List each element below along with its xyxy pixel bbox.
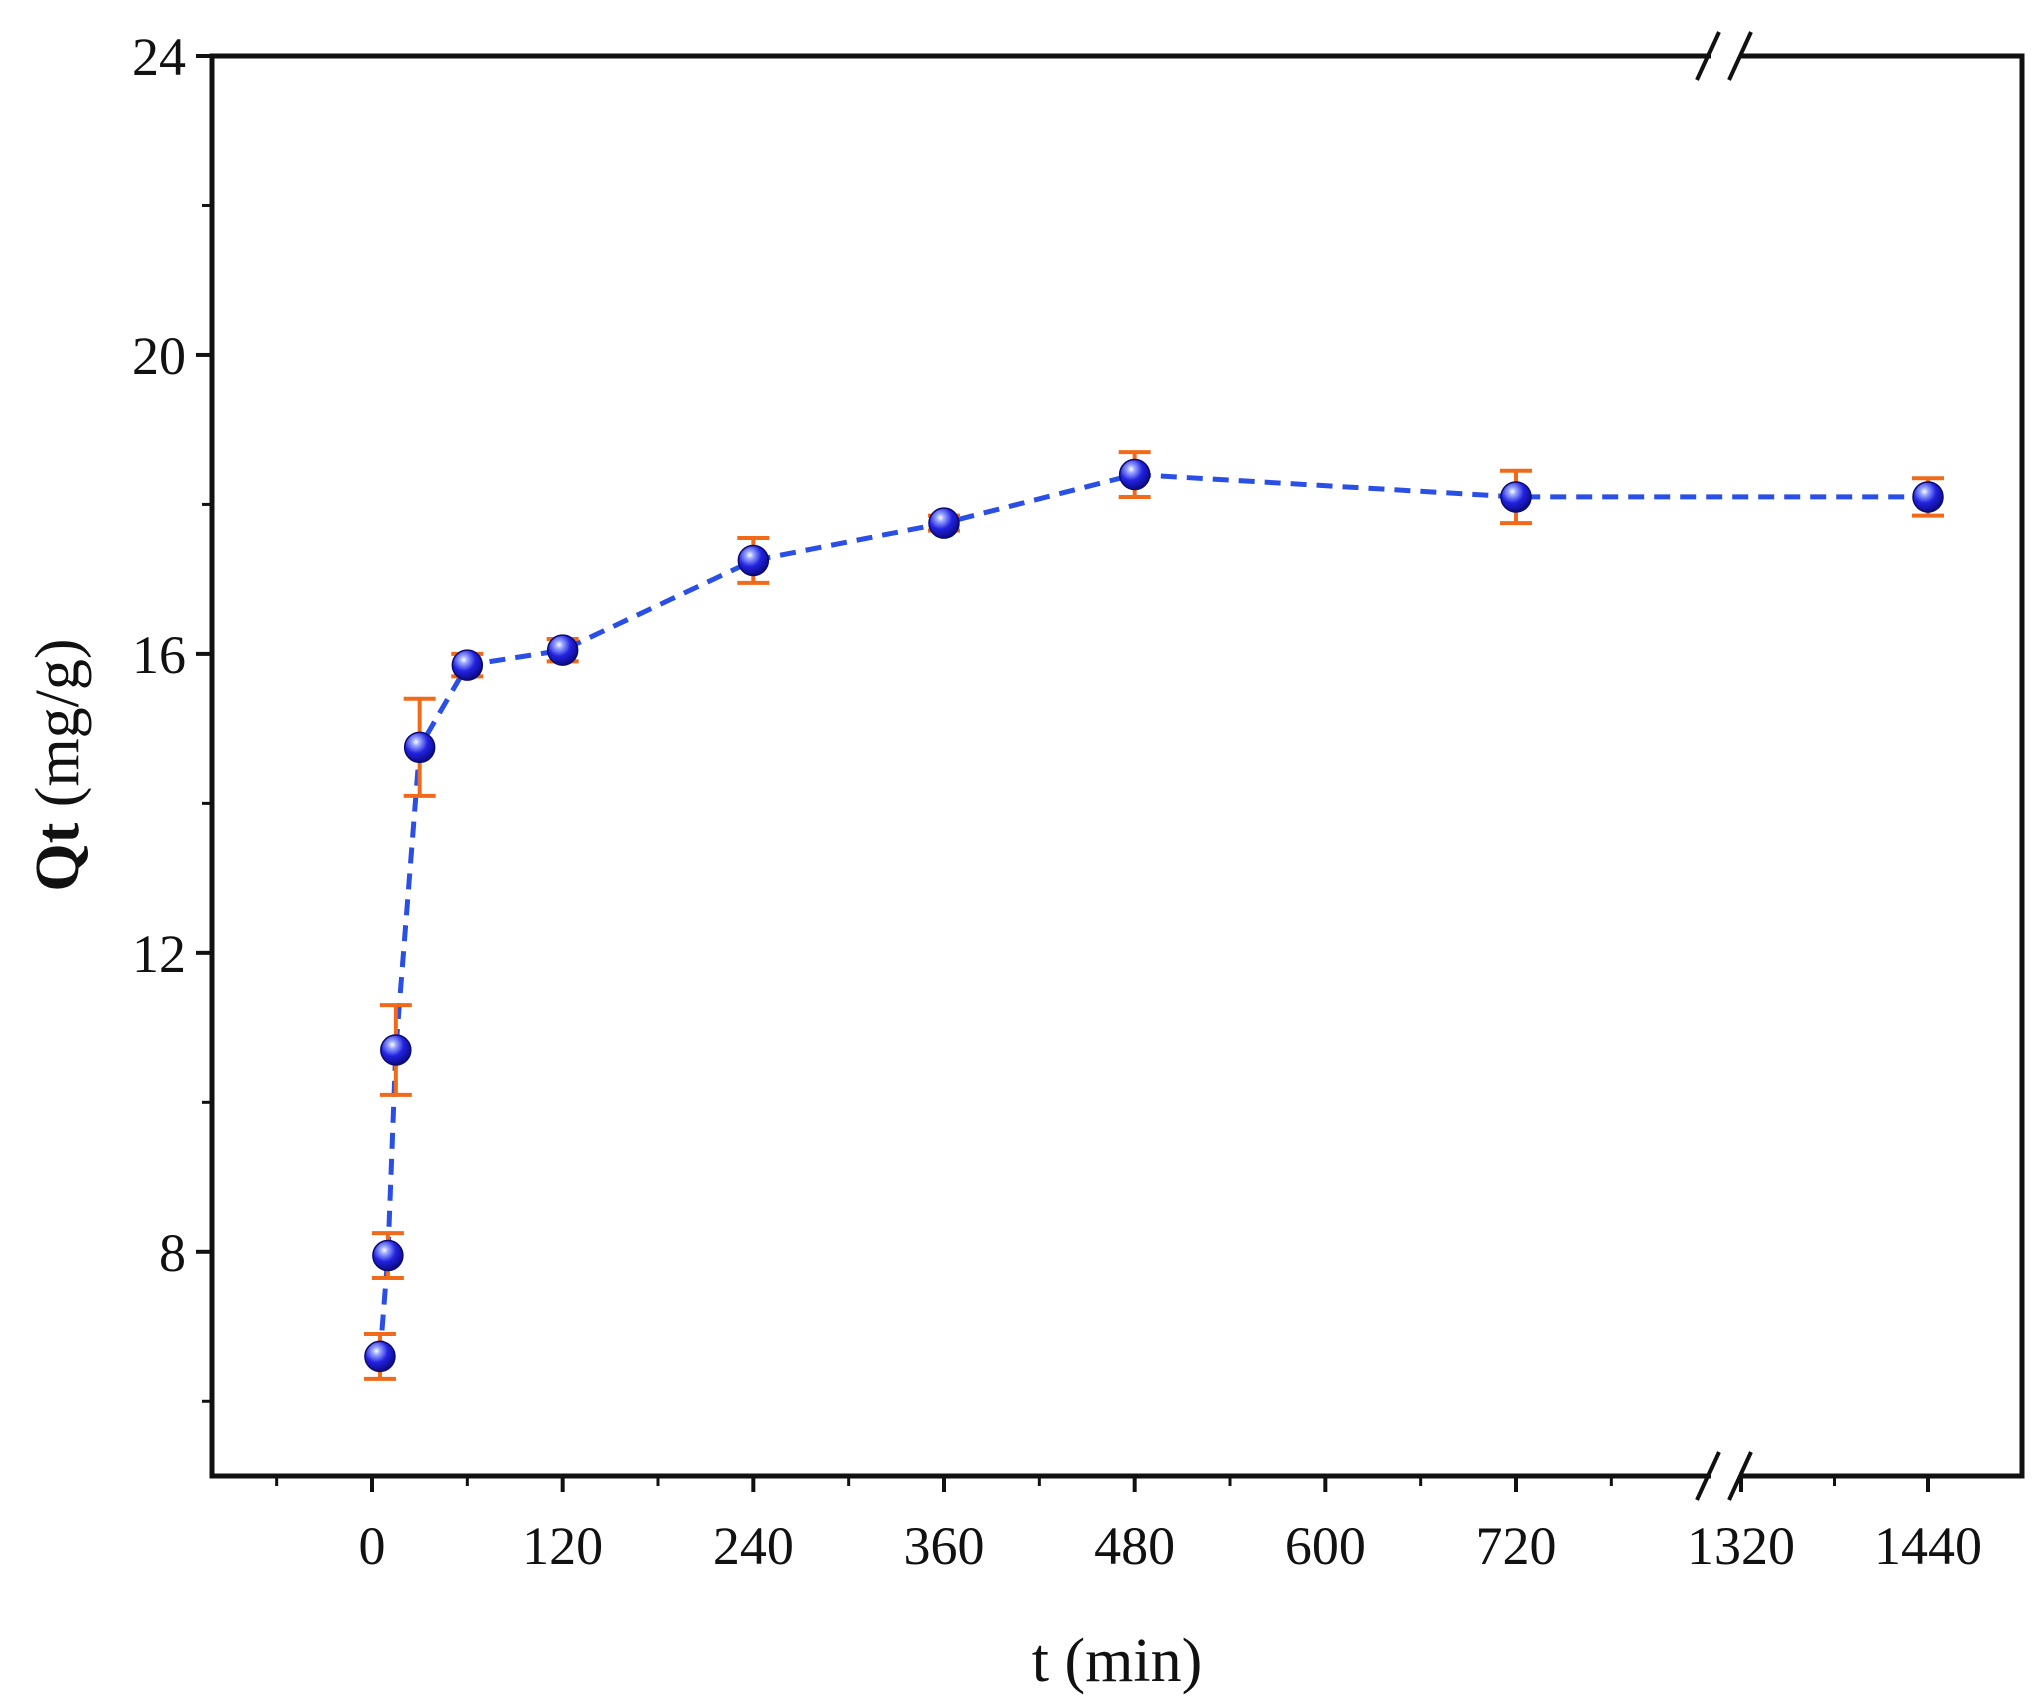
data-point: [451, 649, 484, 681]
series-line: [377, 471, 1928, 1357]
series-dashed-line: [377, 471, 1928, 1357]
x-axis-tick-labels: 0 120 240 360 480 600 720 1320 1440: [359, 1516, 1983, 1576]
data-markers: [364, 458, 1944, 1373]
data-point: [737, 544, 770, 577]
y-tick-label: 24: [132, 27, 186, 87]
y-axis-ticks: [196, 54, 212, 1403]
x-tick-label: 720: [1476, 1516, 1557, 1576]
y-axis-title-unit: (mg/g): [24, 638, 92, 822]
y-axis-title: Qt (mg/g): [24, 638, 92, 891]
y-tick-label: 16: [132, 625, 186, 685]
plot-frame: [209, 53, 2025, 1479]
data-point: [1118, 458, 1151, 491]
x-tick-label: 0: [359, 1516, 386, 1576]
x-tick-label: 120: [522, 1516, 603, 1576]
data-point: [546, 634, 579, 666]
x-axis-ticks: [275, 1476, 1930, 1492]
axis-break-gap: [1711, 50, 1739, 62]
x-tick-label: 1320: [1687, 1516, 1795, 1576]
error-bars: [363, 450, 1944, 1381]
data-point: [403, 731, 436, 764]
data-point: [1912, 481, 1944, 513]
data-point: [364, 1340, 396, 1373]
axis-break-gap: [1711, 1470, 1739, 1482]
data-point: [928, 507, 960, 539]
x-tick-label: 480: [1094, 1516, 1175, 1576]
axis-break-slash: [1695, 31, 1721, 81]
x-axis-title: t (min): [1032, 1627, 1202, 1695]
axis-break-slash: [1727, 31, 1753, 81]
axis-break-slash: [1695, 1451, 1721, 1501]
y-tick-label: 12: [132, 924, 186, 984]
data-point: [372, 1239, 404, 1272]
y-tick-label: 8: [159, 1223, 186, 1283]
axis-break-marks: [1695, 31, 1753, 1501]
x-tick-label: 360: [904, 1516, 985, 1576]
data-point: [1500, 481, 1532, 513]
y-tick-label: 20: [132, 326, 186, 386]
x-tick-label: 1440: [1874, 1516, 1982, 1576]
y-axis-tick-labels: 8 12 16 20 24: [132, 27, 186, 1283]
data-point: [380, 1034, 412, 1066]
x-tick-label: 240: [713, 1516, 794, 1576]
y-axis-title-symbol: Qt: [24, 822, 92, 891]
plot-area: [209, 53, 2025, 1479]
x-tick-label: 600: [1285, 1516, 1366, 1576]
